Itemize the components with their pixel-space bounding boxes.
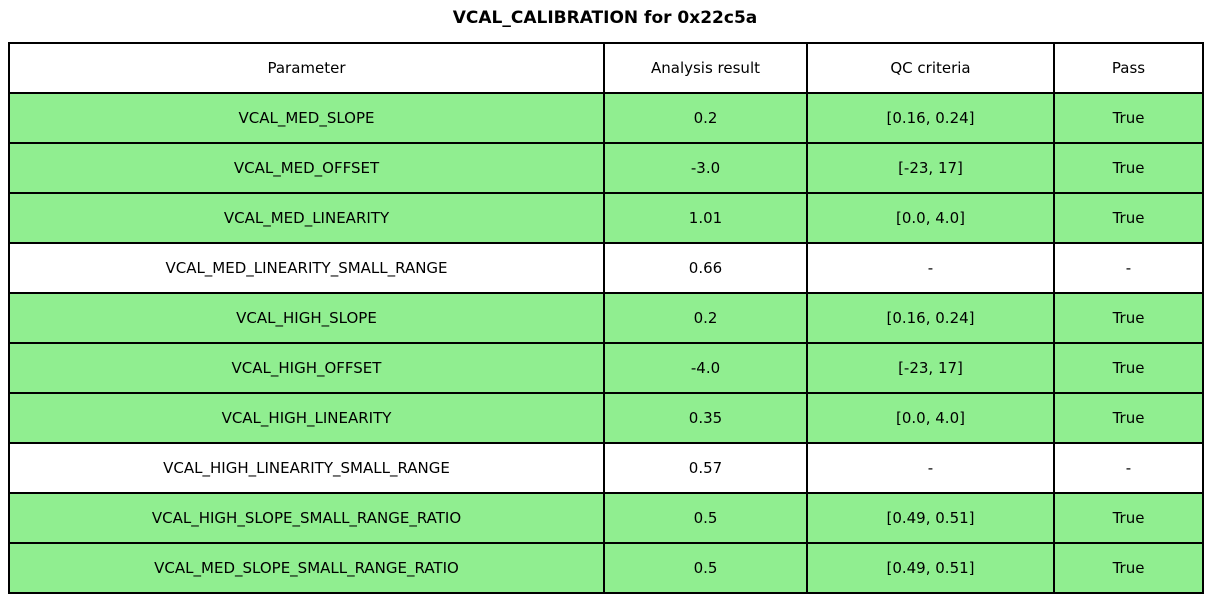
cell-qc-criteria: [-23, 17] xyxy=(806,342,1055,394)
cell-pass: True xyxy=(1053,392,1204,444)
cell-analysis-result: -3.0 xyxy=(603,142,808,194)
cell-qc-criteria: [0.16, 0.24] xyxy=(806,292,1055,344)
cell-parameter: VCAL_MED_SLOPE_SMALL_RANGE_RATIO xyxy=(8,542,605,594)
column-header-pass: Pass xyxy=(1053,42,1204,94)
cell-qc-criteria: - xyxy=(806,442,1055,494)
cell-qc-criteria: [0.49, 0.51] xyxy=(806,542,1055,594)
table-row: VCAL_MED_LINEARITY 1.01 [0.0, 4.0] True xyxy=(8,192,1204,244)
cell-pass: True xyxy=(1053,492,1204,544)
cell-parameter: VCAL_HIGH_SLOPE xyxy=(8,292,605,344)
cell-pass: True xyxy=(1053,292,1204,344)
cell-qc-criteria: [0.0, 4.0] xyxy=(806,392,1055,444)
cell-parameter: VCAL_MED_LINEARITY_SMALL_RANGE xyxy=(8,242,605,294)
chart-title: VCAL_CALIBRATION for 0x22c5a xyxy=(452,8,758,28)
qc-results-table: Parameter Analysis result QC criteria Pa… xyxy=(8,42,1204,594)
column-header-qc-criteria: QC criteria xyxy=(806,42,1055,94)
cell-pass: True xyxy=(1053,192,1204,244)
cell-parameter: VCAL_MED_OFFSET xyxy=(8,142,605,194)
cell-qc-criteria: [0.0, 4.0] xyxy=(806,192,1055,244)
cell-analysis-result: 1.01 xyxy=(603,192,808,244)
cell-qc-criteria: [-23, 17] xyxy=(806,142,1055,194)
cell-pass: - xyxy=(1053,242,1204,294)
column-header-parameter: Parameter xyxy=(8,42,605,94)
cell-analysis-result: 0.5 xyxy=(603,492,808,544)
table-row: VCAL_HIGH_SLOPE_SMALL_RANGE_RATIO 0.5 [0… xyxy=(8,492,1204,544)
table-row: VCAL_MED_SLOPE 0.2 [0.16, 0.24] True xyxy=(8,92,1204,144)
table-row: VCAL_HIGH_SLOPE 0.2 [0.16, 0.24] True xyxy=(8,292,1204,344)
table-row: VCAL_HIGH_LINEARITY 0.35 [0.0, 4.0] True xyxy=(8,392,1204,444)
cell-qc-criteria: [0.49, 0.51] xyxy=(806,492,1055,544)
cell-parameter: VCAL_MED_SLOPE xyxy=(8,92,605,144)
cell-analysis-result: 0.2 xyxy=(603,292,808,344)
header-row: Parameter Analysis result QC criteria Pa… xyxy=(8,42,1204,94)
cell-pass: True xyxy=(1053,142,1204,194)
cell-analysis-result: 0.5 xyxy=(603,542,808,594)
table-row: VCAL_MED_SLOPE_SMALL_RANGE_RATIO 0.5 [0.… xyxy=(8,542,1204,594)
table-row: VCAL_HIGH_LINEARITY_SMALL_RANGE 0.57 - - xyxy=(8,442,1204,494)
column-header-analysis-result: Analysis result xyxy=(603,42,808,94)
cell-analysis-result: -4.0 xyxy=(603,342,808,394)
cell-parameter: VCAL_HIGH_SLOPE_SMALL_RANGE_RATIO xyxy=(8,492,605,544)
cell-analysis-result: 0.66 xyxy=(603,242,808,294)
table-row: VCAL_MED_OFFSET -3.0 [-23, 17] True xyxy=(8,142,1204,194)
cell-pass: True xyxy=(1053,92,1204,144)
cell-parameter: VCAL_HIGH_OFFSET xyxy=(8,342,605,394)
cell-pass: - xyxy=(1053,442,1204,494)
cell-qc-criteria: - xyxy=(806,242,1055,294)
cell-analysis-result: 0.35 xyxy=(603,392,808,444)
cell-qc-criteria: [0.16, 0.24] xyxy=(806,92,1055,144)
cell-pass: True xyxy=(1053,342,1204,394)
cell-pass: True xyxy=(1053,542,1204,594)
cell-parameter: VCAL_MED_LINEARITY xyxy=(8,192,605,244)
table-row: VCAL_HIGH_OFFSET -4.0 [-23, 17] True xyxy=(8,342,1204,394)
cell-analysis-result: 0.57 xyxy=(603,442,808,494)
table-row: VCAL_MED_LINEARITY_SMALL_RANGE 0.66 - - xyxy=(8,242,1204,294)
cell-analysis-result: 0.2 xyxy=(603,92,808,144)
cell-parameter: VCAL_HIGH_LINEARITY xyxy=(8,392,605,444)
cell-parameter: VCAL_HIGH_LINEARITY_SMALL_RANGE xyxy=(8,442,605,494)
